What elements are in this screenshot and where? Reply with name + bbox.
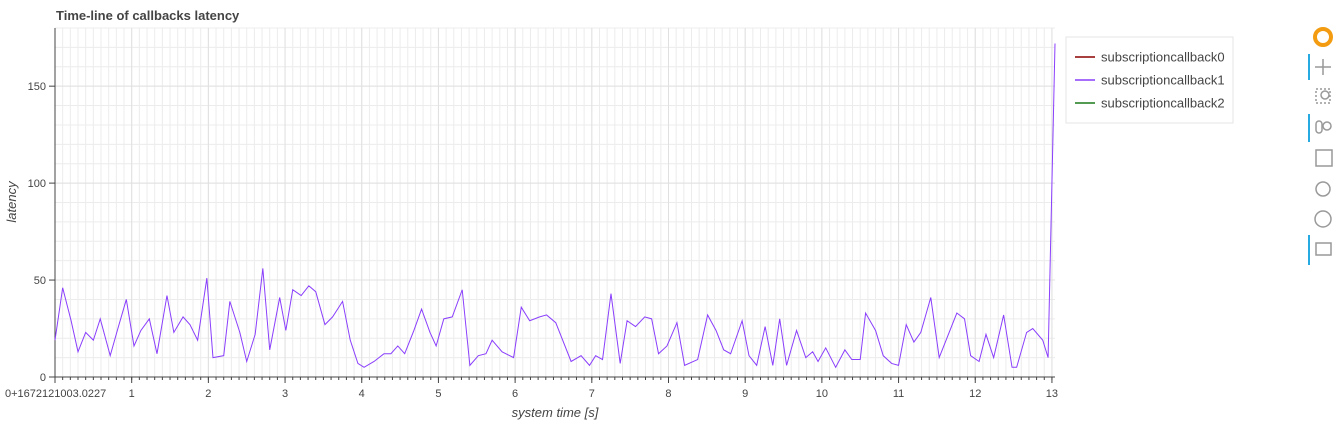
y-tick-label: 0 <box>40 372 46 384</box>
x-tick-label: 9 <box>742 388 748 400</box>
x-tick-label: 4 <box>359 388 365 400</box>
pan-tool[interactable] <box>1315 59 1331 75</box>
x-tick-label: 7 <box>589 388 595 400</box>
toolbar <box>1308 27 1333 265</box>
wheel-zoom-tool[interactable] <box>1315 120 1332 134</box>
legend: subscriptioncallback0 subscriptioncallbac… <box>1065 36 1234 124</box>
legend-label: subscriptioncallback2 <box>1101 96 1225 111</box>
y-tick-label: 150 <box>28 81 46 93</box>
grid <box>54 27 1055 378</box>
x-tick-label: 0+1672121003.0227 <box>5 388 106 400</box>
x-tick-label: 10 <box>816 388 828 400</box>
x-tick-label: 2 <box>205 388 211 400</box>
x-tick-label: 8 <box>665 388 671 400</box>
reset-tool[interactable] <box>1315 181 1331 197</box>
x-tick-label: 11 <box>893 388 904 400</box>
x-tick-label: 3 <box>282 388 288 400</box>
y-tick-label: 50 <box>34 275 46 287</box>
x-tick-label: 5 <box>435 388 441 400</box>
legend-label: subscriptioncallback0 <box>1101 50 1225 65</box>
data-line <box>54 43 1056 369</box>
box-zoom-tool[interactable] <box>1315 88 1331 104</box>
x-tick-label: 12 <box>969 388 981 400</box>
y-tick-label: 100 <box>28 178 46 190</box>
hover-tool[interactable] <box>1315 242 1332 256</box>
legend-label: subscriptioncallback1 <box>1101 73 1225 88</box>
x-tick-label: 6 <box>512 388 518 400</box>
x-tick-label: 1 <box>129 388 135 400</box>
y-axis-label: latency <box>4 180 19 223</box>
x-tick-label: 13 <box>1046 388 1058 400</box>
x-axis-label: system time [s] <box>512 405 599 420</box>
help-tool[interactable] <box>1314 210 1332 228</box>
bokeh-logo[interactable] <box>1313 27 1333 47</box>
chart-title: Time-line of callbacks latency <box>56 8 240 23</box>
save-tool[interactable] <box>1315 149 1333 167</box>
